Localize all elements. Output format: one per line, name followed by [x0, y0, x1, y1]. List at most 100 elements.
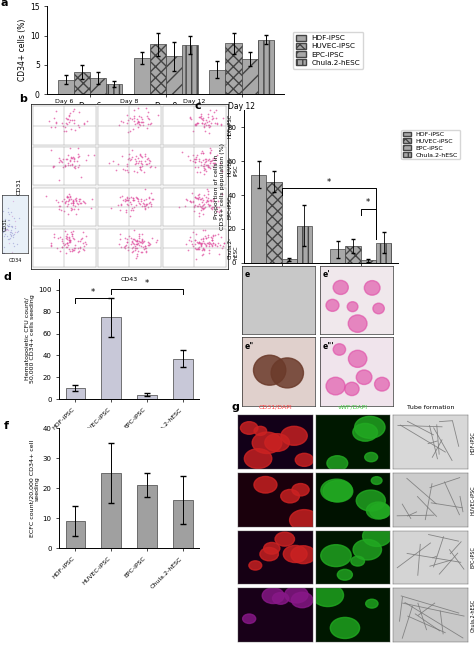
Point — [204, 162, 211, 172]
Point — [66, 143, 74, 154]
Point — [210, 238, 217, 248]
Text: Day 12: Day 12 — [183, 99, 205, 104]
Point — [148, 233, 155, 243]
Point — [205, 241, 212, 251]
Point — [201, 225, 209, 235]
Point — [64, 239, 72, 250]
Point — [69, 106, 77, 117]
Point — [145, 153, 152, 164]
Point — [15, 214, 23, 224]
Point — [195, 190, 202, 200]
Point — [186, 113, 193, 123]
Bar — [210, 69, 226, 94]
Text: HDF-iPSC: HDF-iPSC — [471, 431, 474, 454]
Point — [119, 117, 127, 127]
Text: e": e" — [245, 341, 254, 350]
Point — [50, 113, 57, 123]
Bar — [297, 226, 312, 263]
Point — [9, 196, 17, 206]
Text: EPC-iPSC: EPC-iPSC — [471, 546, 474, 569]
Point — [124, 195, 131, 205]
Point — [81, 197, 88, 207]
Point — [144, 202, 152, 212]
Point — [76, 160, 83, 171]
Point — [209, 202, 217, 212]
Bar — [137, 395, 157, 399]
Point — [138, 238, 146, 248]
Point — [77, 198, 84, 208]
Circle shape — [291, 546, 316, 563]
Point — [146, 239, 154, 249]
Point — [209, 153, 216, 164]
Point — [62, 196, 69, 206]
Bar — [242, 59, 257, 94]
Point — [70, 197, 77, 208]
Point — [65, 243, 73, 254]
Point — [139, 120, 147, 130]
Point — [62, 160, 69, 170]
Point — [203, 195, 211, 205]
Point — [124, 193, 131, 203]
Point — [69, 228, 76, 239]
Point — [123, 237, 131, 247]
Point — [191, 162, 199, 173]
Point — [55, 153, 63, 163]
Point — [193, 150, 201, 160]
Point — [194, 193, 201, 203]
Point — [202, 232, 210, 243]
Point — [196, 201, 204, 211]
Point — [199, 148, 207, 158]
Point — [65, 189, 73, 199]
Text: e: e — [245, 270, 250, 279]
Point — [6, 227, 13, 237]
Point — [210, 194, 217, 204]
Point — [138, 161, 146, 171]
Point — [137, 238, 144, 248]
Point — [144, 111, 151, 121]
Point — [137, 165, 145, 175]
Point — [194, 190, 202, 201]
Circle shape — [254, 476, 277, 493]
Point — [186, 154, 193, 165]
Point — [124, 154, 132, 164]
Point — [69, 233, 77, 243]
Point — [138, 234, 146, 244]
Point — [4, 234, 11, 245]
Point — [67, 193, 75, 204]
Circle shape — [326, 299, 339, 312]
Point — [61, 194, 68, 204]
Circle shape — [243, 614, 255, 624]
Point — [65, 234, 73, 245]
Point — [70, 198, 77, 208]
Bar — [74, 72, 90, 94]
Point — [124, 115, 132, 125]
Point — [57, 156, 64, 166]
Point — [3, 224, 11, 234]
Point — [74, 143, 82, 154]
Point — [66, 236, 73, 246]
Point — [140, 243, 148, 254]
Point — [63, 232, 71, 242]
Point — [61, 197, 68, 207]
Point — [186, 235, 193, 245]
Text: Tube formation: Tube formation — [407, 404, 454, 410]
Text: Chula.2-
hESC: Chula.2- hESC — [228, 237, 239, 259]
Point — [204, 119, 212, 130]
Point — [191, 192, 199, 202]
Bar — [361, 260, 376, 263]
Point — [150, 194, 157, 204]
Point — [10, 241, 18, 251]
Point — [70, 156, 78, 166]
Circle shape — [333, 344, 346, 355]
Point — [204, 229, 212, 239]
Circle shape — [347, 302, 358, 312]
Point — [132, 151, 139, 162]
Point — [0, 225, 7, 236]
Point — [199, 236, 207, 246]
Point — [186, 195, 194, 206]
Point — [2, 223, 10, 234]
Text: d: d — [3, 272, 11, 282]
Point — [11, 227, 19, 237]
Point — [123, 161, 131, 171]
Point — [118, 151, 126, 161]
